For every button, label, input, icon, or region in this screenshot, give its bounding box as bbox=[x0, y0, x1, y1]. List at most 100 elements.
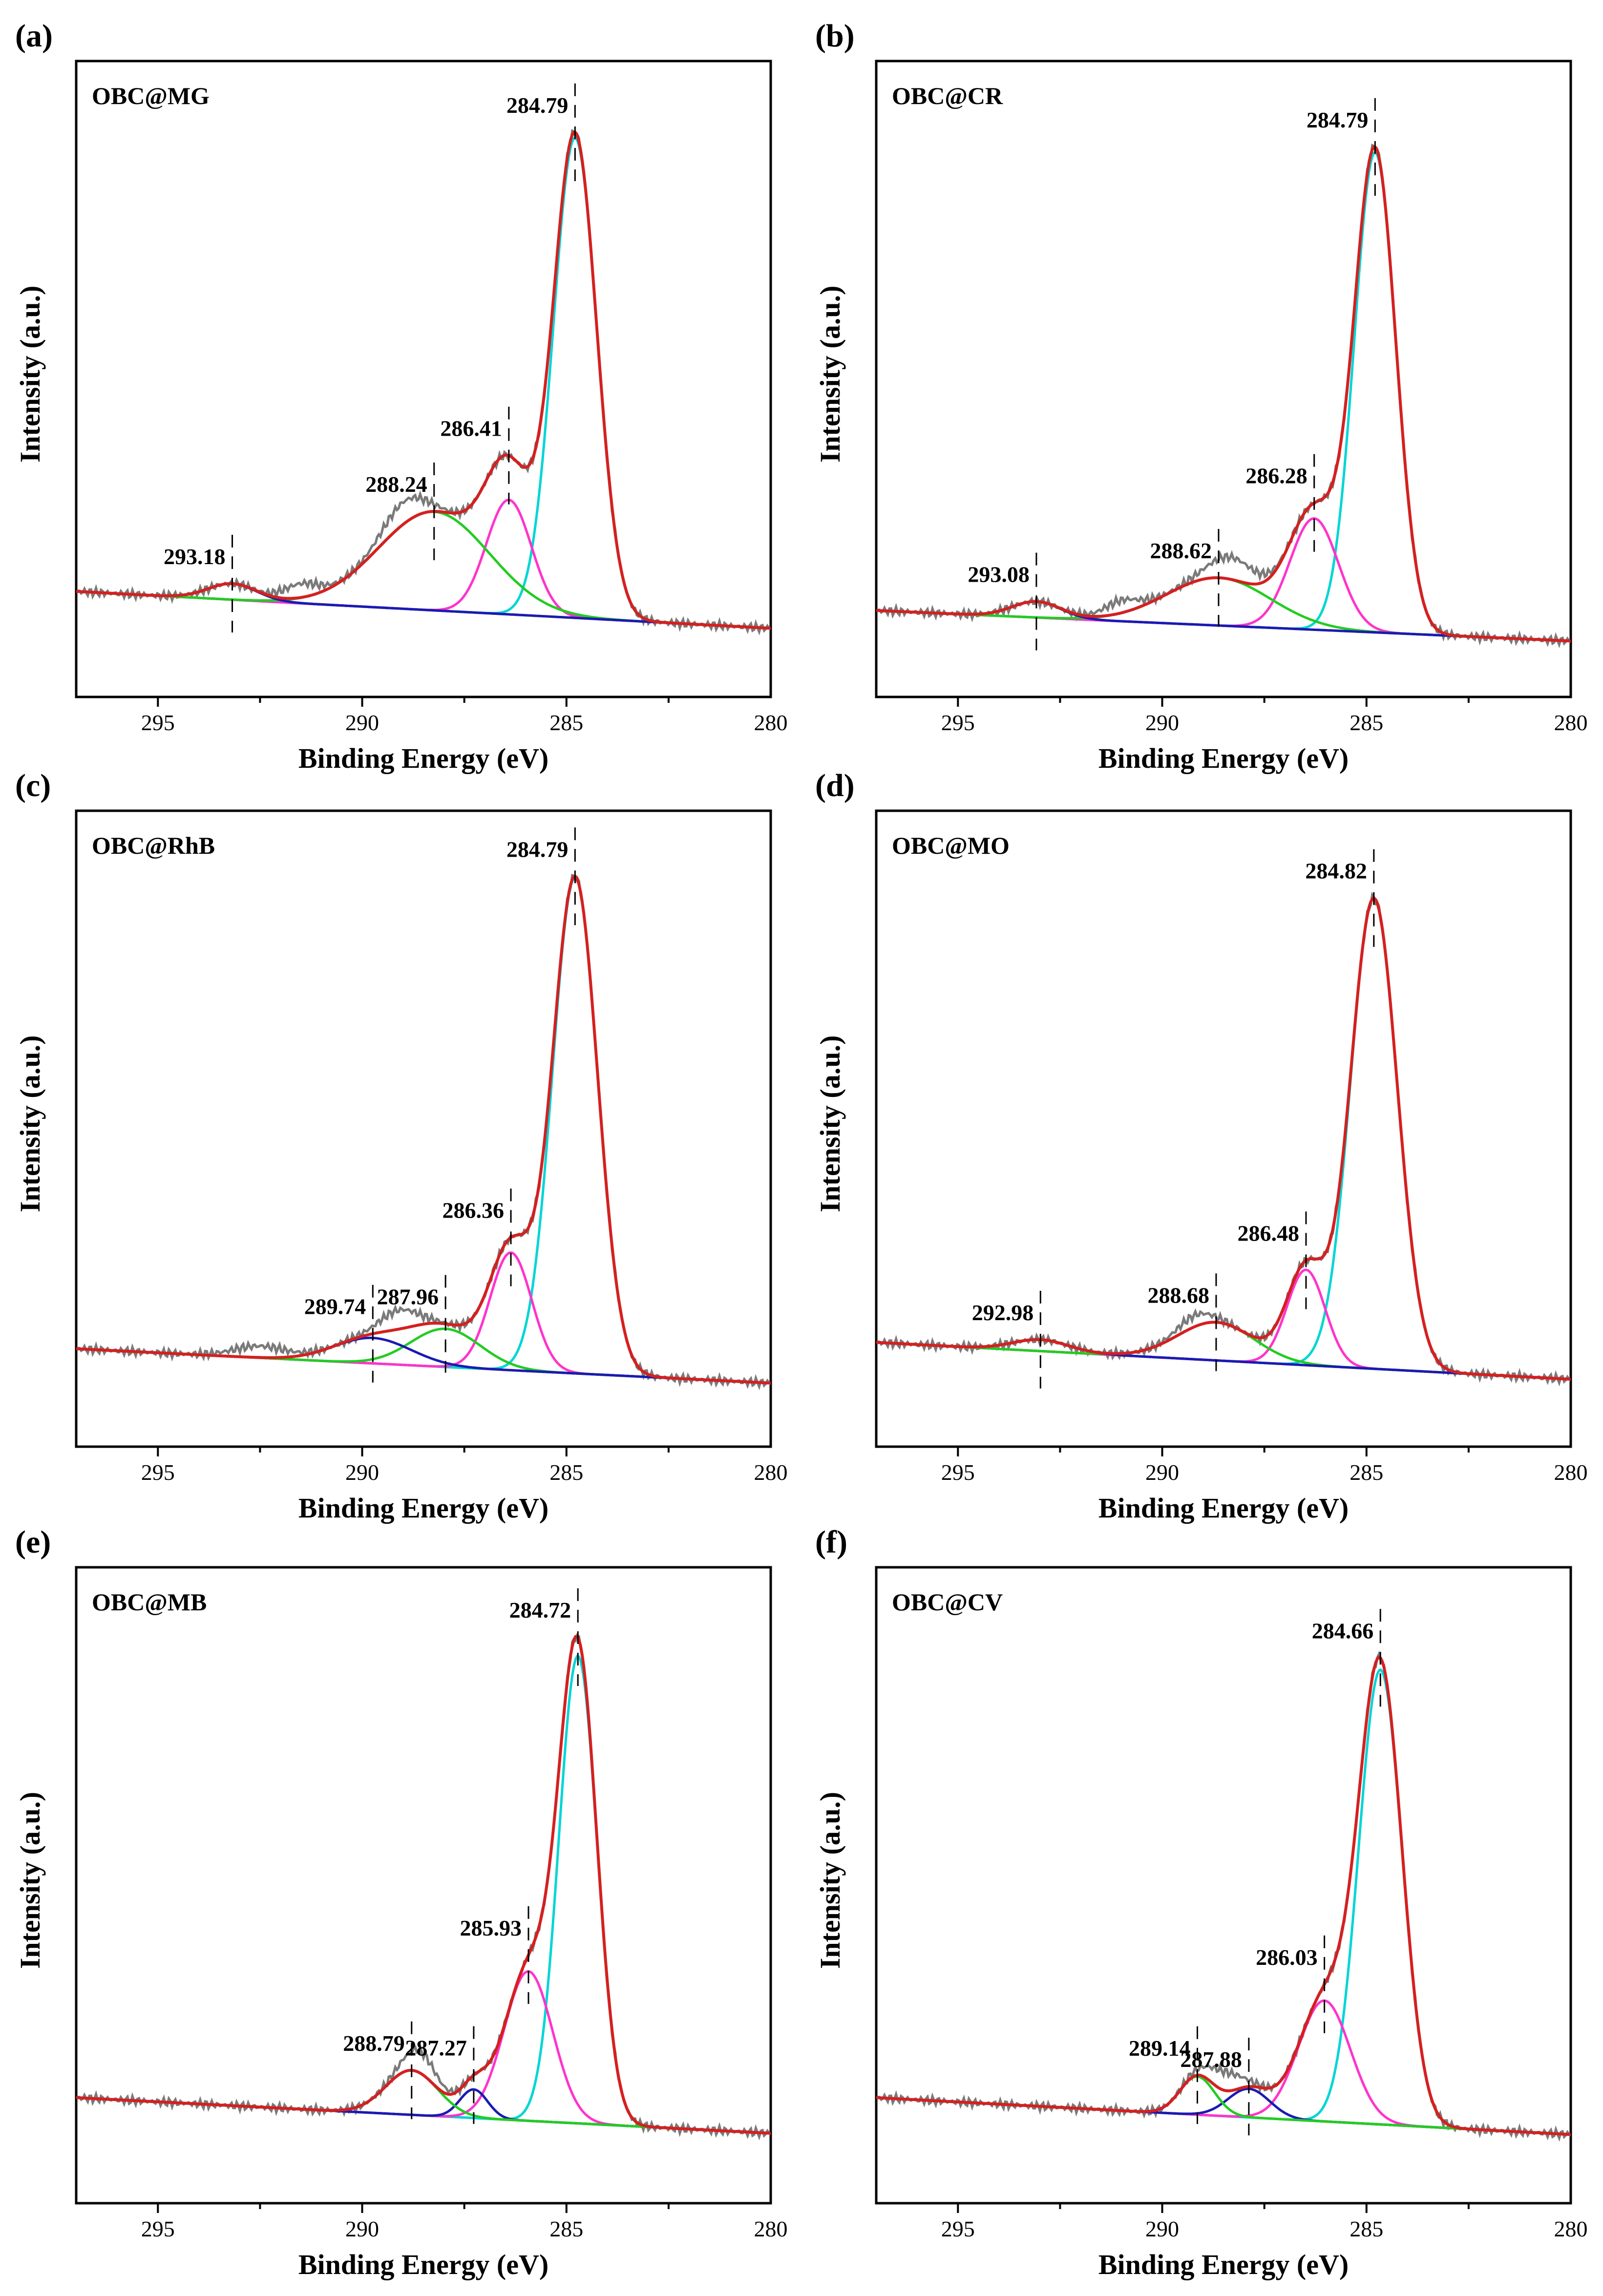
x-tick-label: 285 bbox=[1350, 710, 1383, 735]
x-tick-label: 280 bbox=[754, 2216, 788, 2241]
panel-e: (e) OBC@MB 295 290 285 280 Binding Energy (eV)… bbox=[14, 1524, 788, 2280]
sample-label: OBC@CV bbox=[892, 1588, 1003, 1616]
x-tick-label: 280 bbox=[1554, 710, 1588, 735]
x-axis-title: Binding Energy (eV) bbox=[298, 742, 548, 774]
peak-label: 284.79 bbox=[506, 837, 569, 862]
x-tick-label: 290 bbox=[345, 710, 379, 735]
x-tick-label: 290 bbox=[1145, 710, 1179, 735]
sample-label: OBC@MB bbox=[92, 1588, 207, 1616]
peak-label: 286.36 bbox=[443, 1198, 505, 1223]
plot-frame bbox=[75, 1566, 772, 2205]
sample-label: OBC@CR bbox=[892, 82, 1003, 109]
plot-frame bbox=[875, 60, 1572, 698]
envelope-fit-line bbox=[876, 896, 1571, 1381]
component-line-c-o bbox=[876, 2075, 1571, 2136]
x-tick-label: 285 bbox=[549, 2216, 583, 2241]
envelope-fit-line bbox=[76, 130, 771, 630]
panel-letter: (e) bbox=[15, 1524, 51, 1560]
y-axis-title: Intensity (a.u.) bbox=[14, 1035, 46, 1213]
x-tick-label: 280 bbox=[1554, 1460, 1588, 1485]
panel-letter: (f) bbox=[815, 1524, 847, 1560]
component-line-c-o bbox=[876, 1321, 1571, 1381]
x-tick-label: 290 bbox=[1145, 2216, 1179, 2241]
x-axis-title: Binding Energy (eV) bbox=[1098, 1492, 1349, 1524]
peak-label: 286.41 bbox=[440, 416, 502, 441]
sample-label: OBC@RhB bbox=[92, 832, 215, 859]
curves bbox=[76, 873, 771, 1390]
sample-label: OBC@MG bbox=[92, 82, 210, 109]
peak-label: 286.28 bbox=[1245, 463, 1308, 488]
peak-label: 293.08 bbox=[968, 562, 1030, 587]
envelope-fit-line bbox=[76, 1635, 771, 2135]
component-line-c-c bbox=[76, 1655, 771, 2135]
x-tick-label: 295 bbox=[941, 710, 975, 735]
x-tick-label: 285 bbox=[1350, 2216, 1383, 2241]
x-tick-label: 285 bbox=[549, 710, 583, 735]
panel-c: (c) OBC@RhB 295 290 285 280 Binding Energy (eV… bbox=[14, 768, 788, 1524]
peak-label: 292.98 bbox=[972, 1300, 1034, 1325]
peak-label: 286.48 bbox=[1237, 1221, 1299, 1245]
x-tick-label: 290 bbox=[1145, 1460, 1179, 1485]
peak-label: 288.24 bbox=[365, 472, 427, 497]
peak-label: 286.03 bbox=[1256, 1945, 1318, 1970]
x-tick-label: 295 bbox=[141, 1460, 175, 1485]
curves bbox=[876, 143, 1571, 649]
y-axis-title: Intensity (a.u.) bbox=[814, 1035, 846, 1213]
curves bbox=[76, 129, 771, 636]
peak-label: 284.79 bbox=[1307, 107, 1369, 132]
x-tick-label: 295 bbox=[141, 2216, 175, 2241]
x-tick-label: 295 bbox=[941, 1460, 975, 1485]
peak-label: 288.62 bbox=[1150, 538, 1212, 563]
curves bbox=[876, 1650, 1571, 2142]
sample-label: OBC@MO bbox=[892, 832, 1010, 859]
raw-spectrum-line bbox=[876, 1650, 1571, 2142]
peak-label: 289.14 bbox=[1129, 2036, 1191, 2061]
curves bbox=[76, 1633, 771, 2141]
envelope-fit-line bbox=[876, 1655, 1571, 2136]
x-axis-title: Binding Energy (eV) bbox=[1098, 2249, 1349, 2280]
panel-f: (f) OBC@CV 295 290 285 280 Binding Energy (eV)… bbox=[814, 1524, 1588, 2280]
y-axis-title: Intensity (a.u.) bbox=[14, 286, 46, 463]
plot-frame bbox=[875, 809, 1572, 1448]
x-tick-label: 280 bbox=[1554, 2216, 1588, 2241]
raw-spectrum-line bbox=[76, 1633, 771, 2141]
x-tick-label: 290 bbox=[345, 2216, 379, 2241]
peak-label: 285.93 bbox=[460, 1916, 522, 1940]
y-axis-title: Intensity (a.u.) bbox=[14, 1792, 46, 1969]
x-tick-label: 280 bbox=[754, 710, 788, 735]
peak-label: 288.79 bbox=[343, 2031, 405, 2056]
peak-label: 287.27 bbox=[405, 2036, 467, 2061]
envelope-fit-line bbox=[76, 875, 771, 1385]
raw-spectrum-line bbox=[76, 873, 771, 1390]
peak-label: 293.18 bbox=[164, 544, 226, 569]
component-line-c-o bbox=[876, 576, 1571, 642]
raw-spectrum-line bbox=[76, 129, 771, 636]
plot-frame bbox=[75, 60, 772, 698]
peak-label: 288.68 bbox=[1147, 1283, 1209, 1307]
peak-label: 287.96 bbox=[377, 1285, 439, 1309]
panel-letter: (d) bbox=[815, 768, 855, 803]
x-tick-label: 285 bbox=[1350, 1460, 1383, 1485]
peak-label: 289.74 bbox=[304, 1294, 366, 1319]
peak-label: 284.82 bbox=[1305, 859, 1367, 884]
x-axis-title: Binding Energy (eV) bbox=[298, 2249, 548, 2280]
x-tick-label: 285 bbox=[549, 1460, 583, 1485]
panel-b: (b) OBC@CR 295 290 285 280 Binding Energy (eV)… bbox=[814, 18, 1588, 774]
x-axis-title: Binding Energy (eV) bbox=[1098, 742, 1349, 774]
y-axis-title: Intensity (a.u.) bbox=[814, 1792, 846, 1969]
x-tick-label: 295 bbox=[141, 710, 175, 735]
panel-letter: (c) bbox=[15, 768, 51, 803]
plot-frame bbox=[875, 1566, 1572, 2205]
peak-label: 284.72 bbox=[509, 1598, 571, 1622]
x-tick-label: 290 bbox=[345, 1460, 379, 1485]
peak-label: 284.79 bbox=[506, 93, 569, 118]
y-axis-title: Intensity (a.u.) bbox=[814, 286, 846, 463]
panel-a: (a) OBC@MG 295 290 285 280 Binding Energy (eV)… bbox=[14, 18, 788, 774]
panel-letter: (a) bbox=[15, 18, 53, 54]
panel-d: (d) OBC@MO 295 290 285 280 Binding Energy (eV)… bbox=[814, 768, 1588, 1524]
peak-label: 284.66 bbox=[1312, 1618, 1374, 1643]
peak-label: 287.88 bbox=[1180, 2047, 1242, 2072]
curves bbox=[876, 891, 1571, 1387]
x-axis-title: Binding Energy (eV) bbox=[298, 1492, 548, 1524]
